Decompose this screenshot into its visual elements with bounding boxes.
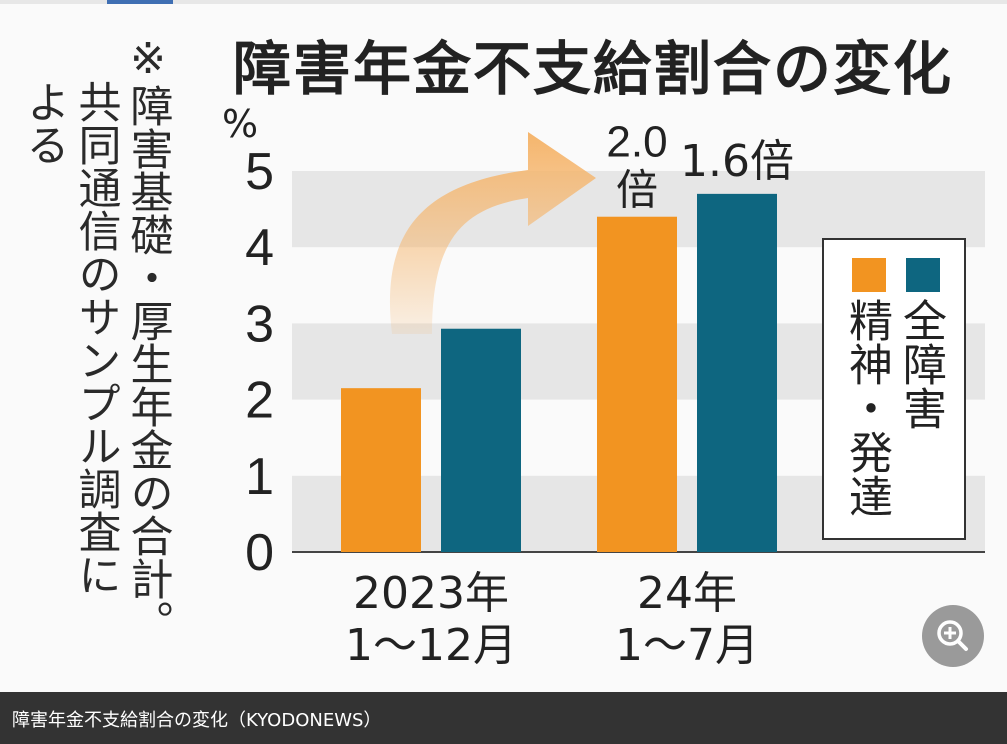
zoom-button[interactable] [922,605,984,667]
growth-arrow [389,132,596,334]
x-category-label-line1: 2023年 [353,568,509,619]
x-category-label-line2: 1〜7月 [615,620,759,671]
annotation-ratio-mental: 2.0 [606,118,667,167]
legend-swatch-mental [852,258,886,292]
legend-swatch-all [906,258,940,292]
caption-bar: 障害年金不支給割合の変化（KYODONEWS） [0,692,1007,744]
bar-mental-2024 [597,216,677,552]
y-tick-label: 5 [245,143,274,201]
bar-all-2024 [697,193,777,553]
note-line-2: 共同通信のサンプル調査に [71,80,121,596]
y-tick-label: 4 [245,219,274,277]
x-category-label-line1: 24年 [637,568,737,619]
zoom-in-icon [937,620,968,651]
legend: 精神・発達 全障害 [822,238,966,540]
y-axis-unit: % [222,102,259,146]
y-tick-label: 2 [245,372,274,430]
annotation-ratio-all: 1.6倍 [680,136,794,187]
y-tick-label: 0 [245,524,274,582]
chart-title: 障害年金不支給割合の変化 [233,35,954,103]
annotation-ratio-mental-unit: 倍 [616,166,658,215]
y-tick-label: 3 [245,295,274,353]
top-rule [0,0,1007,4]
chart-figure: 0 1 2 3 4 5 2023年 1〜12月 24年 1〜7月 2.0 倍 1.6倍 ※障害基礎・厚生… [0,4,1007,692]
legend-label-mental: 精神・発達 [841,298,892,518]
y-tick-label: 1 [245,448,274,506]
bar-mental-2023 [341,388,421,552]
image-caption: 障害年金不支給割合の変化（KYODONEWS） [12,710,382,731]
legend-label-all: 全障害 [895,298,946,430]
active-tab-indicator [107,0,173,4]
note-line-1: ※障害基礎・厚生年金の合計。 [123,34,173,643]
x-category-label-line2: 1〜12月 [345,620,517,671]
bar-all-2023 [441,328,521,552]
note-line-3: よる [19,80,69,166]
